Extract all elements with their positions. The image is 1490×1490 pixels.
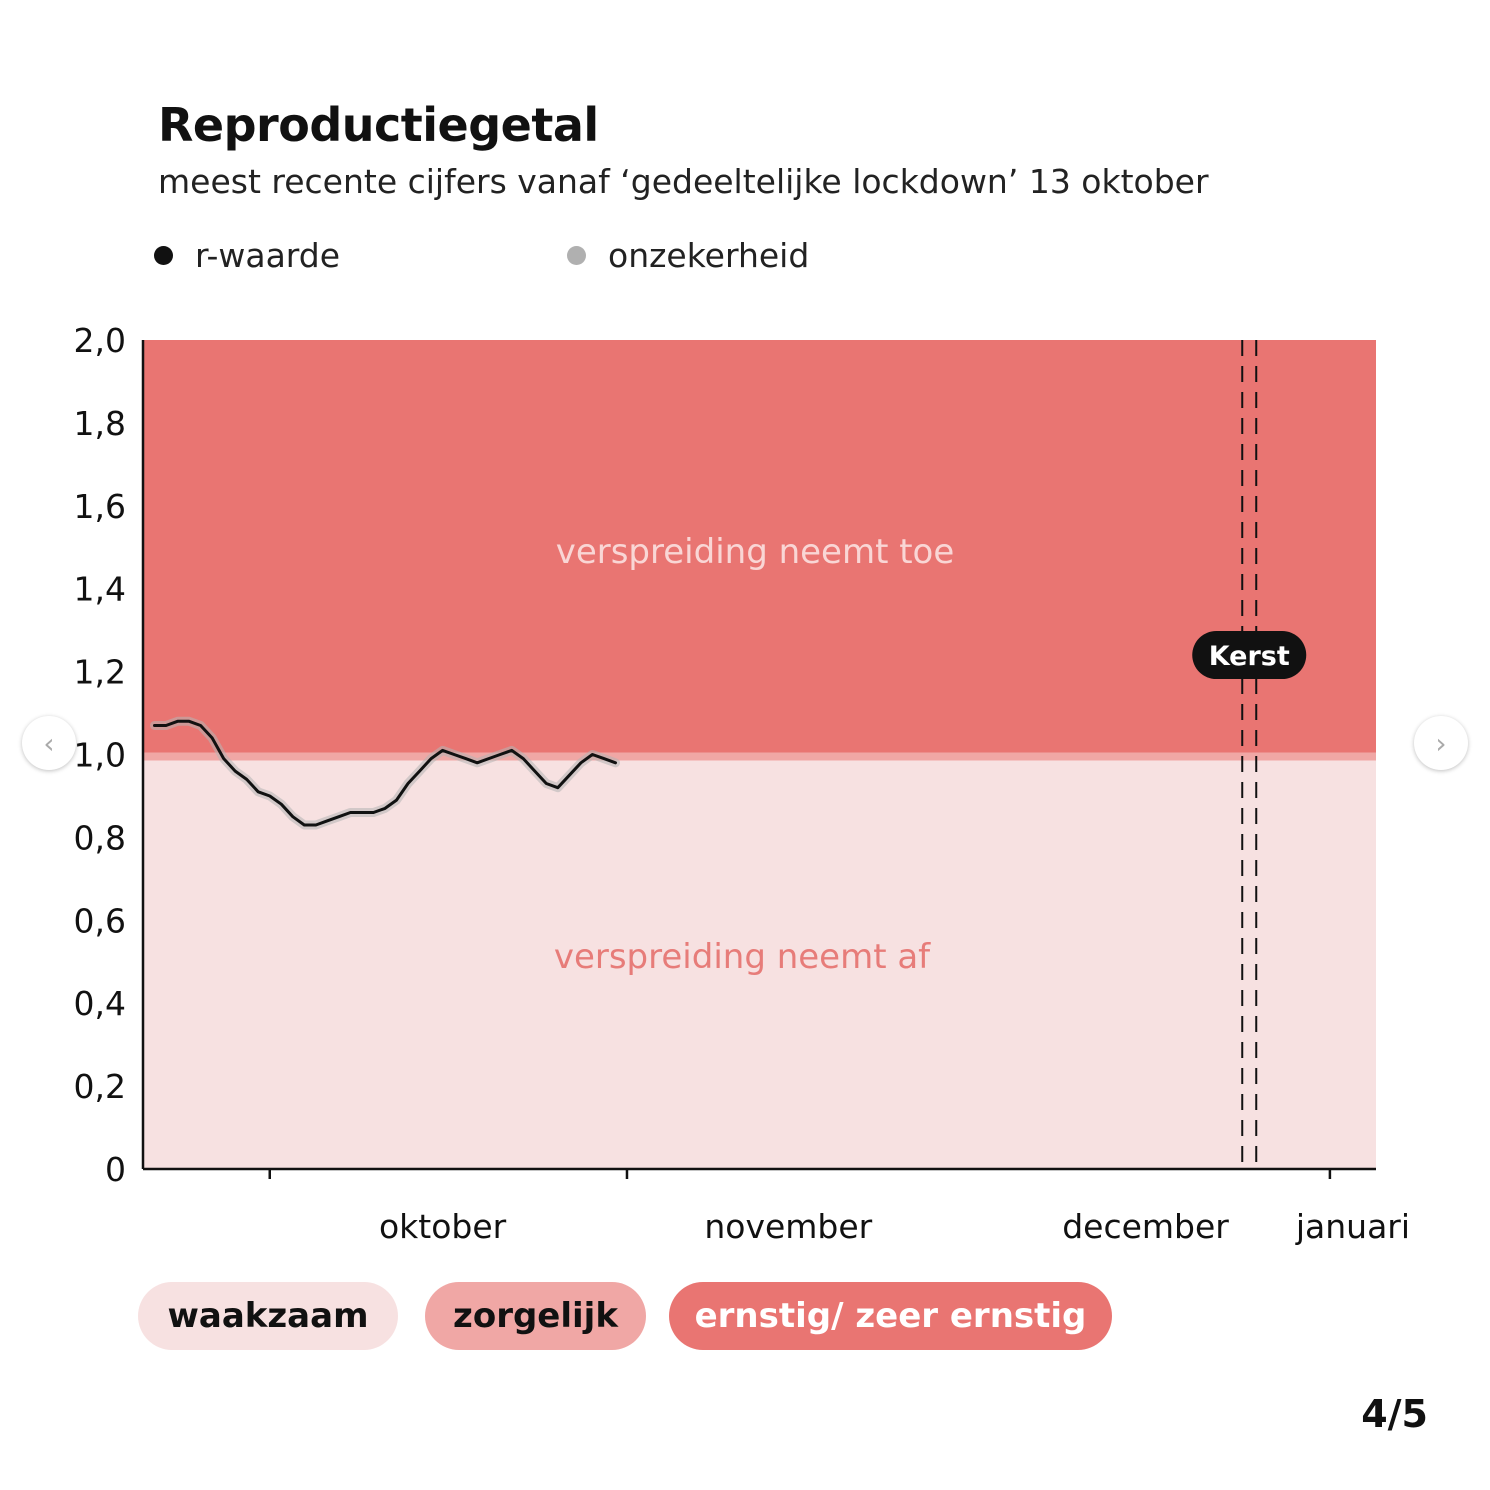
y-tick-label: 2,0 — [74, 321, 126, 360]
next-glyph: › — [1435, 726, 1447, 760]
chart-title: Reproductiegetal — [158, 98, 599, 152]
legend-item-onzekerheid: onzekerheid — [567, 236, 809, 275]
y-tick-label: 1,8 — [74, 404, 126, 443]
y-tick-label: 1,2 — [74, 653, 126, 692]
zone-low — [143, 754, 1376, 1169]
prev-glyph: ‹ — [43, 726, 55, 760]
y-tick-label: 0,2 — [74, 1067, 126, 1106]
legend-label: onzekerheid — [608, 236, 810, 275]
page-counter: 4/5 — [1361, 1392, 1428, 1436]
zone-high — [143, 340, 1376, 755]
legend-dot-icon — [154, 246, 173, 265]
zone-label-high: verspreiding neemt toe — [556, 532, 955, 572]
pill-label: ernstig/ zeer ernstig — [694, 1296, 1087, 1336]
zone-label-low: verspreiding neemt af — [554, 937, 931, 977]
pill-zorgelijk: zorgelijk — [425, 1282, 646, 1350]
y-tick-label: 0,6 — [74, 901, 126, 940]
y-tick-label: 1,0 — [74, 736, 126, 775]
kerst-badge — [1192, 631, 1307, 680]
chevron-left-icon[interactable]: ‹ — [22, 716, 76, 770]
legend-dot-icon — [567, 246, 586, 265]
chevron-right-icon[interactable]: › — [1414, 716, 1468, 770]
r-waarde-line — [153, 719, 617, 827]
y-tick-label: 1,4 — [74, 570, 126, 609]
x-month-label: november — [704, 1207, 872, 1246]
legend-item-r-waarde: r-waarde — [154, 236, 340, 275]
pill-ernstig: ernstig/ zeer ernstig — [669, 1282, 1112, 1350]
kerst-label: Kerst — [1209, 641, 1290, 672]
legend-label: r-waarde — [195, 236, 341, 275]
y-tick-label: 1,6 — [74, 487, 126, 526]
y-tick-label: 0,8 — [74, 818, 126, 857]
pill-label: waakzaam — [167, 1296, 369, 1336]
pill-waakzaam: waakzaam — [138, 1282, 398, 1350]
x-month-label: oktober — [379, 1207, 507, 1246]
x-month-label: januari — [1295, 1207, 1410, 1246]
y-tick-label: 0 — [105, 1150, 126, 1189]
chart-subtitle: meest recente cijfers vanaf ‘gedeeltelij… — [158, 162, 1209, 201]
pill-label: zorgelijk — [453, 1296, 618, 1336]
reproduction-chart: verspreiding neemt toe verspreiding neemt… — [74, 321, 1411, 1246]
y-tick-label: 0,4 — [74, 984, 126, 1023]
zone-boundary — [143, 752, 1376, 761]
x-month-label: december — [1062, 1207, 1229, 1246]
